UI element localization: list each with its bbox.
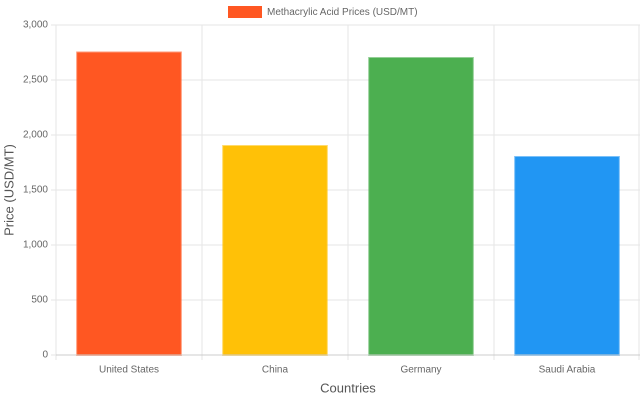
x-axis-title: Countries — [320, 380, 376, 395]
y-axis-title: Price (USD/MT) — [1, 144, 16, 236]
bar — [514, 156, 620, 356]
y-tick-label: 2,500 — [23, 75, 48, 86]
y-tick-label: 1,500 — [23, 185, 48, 196]
x-tick-label: United States — [99, 365, 159, 376]
bar — [368, 57, 474, 356]
x-tick-label: Germany — [400, 365, 441, 376]
bar — [76, 51, 182, 356]
y-tick-label: 3,000 — [23, 20, 48, 31]
y-tick-label: 2,000 — [23, 130, 48, 141]
y-tick-label: 0 — [42, 350, 48, 361]
x-tick-label: Saudi Arabia — [539, 365, 596, 376]
legend-label: Methacrylic Acid Prices (USD/MT) — [267, 7, 418, 18]
legend-swatch — [228, 6, 262, 18]
y-tick-label: 1,000 — [23, 240, 48, 251]
bar — [222, 145, 328, 356]
x-tick-label: China — [262, 365, 289, 376]
y-tick-label: 500 — [31, 295, 48, 306]
